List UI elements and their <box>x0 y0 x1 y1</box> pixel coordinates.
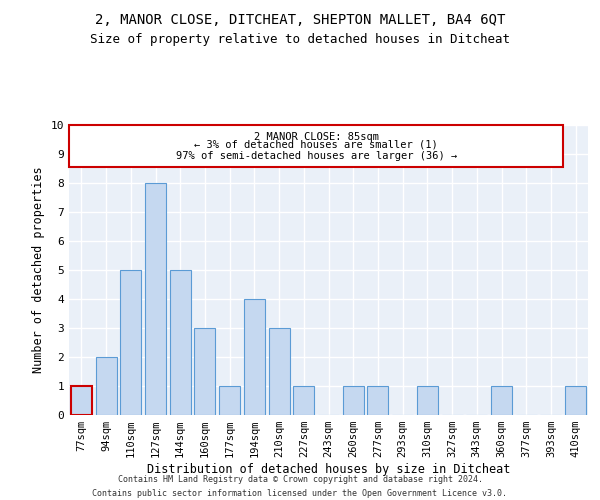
Bar <box>565 386 586 415</box>
Bar <box>244 299 265 415</box>
Text: Size of property relative to detached houses in Ditcheat: Size of property relative to detached ho… <box>90 32 510 46</box>
Bar <box>170 270 191 415</box>
Bar <box>71 386 92 415</box>
Bar <box>343 386 364 415</box>
Text: 97% of semi-detached houses are larger (36) →: 97% of semi-detached houses are larger (… <box>176 151 457 161</box>
Bar <box>120 270 141 415</box>
Bar <box>219 386 240 415</box>
Bar <box>95 357 116 415</box>
Bar <box>367 386 388 415</box>
FancyBboxPatch shape <box>69 125 563 167</box>
Bar <box>417 386 438 415</box>
Bar <box>145 183 166 415</box>
Y-axis label: Number of detached properties: Number of detached properties <box>32 166 45 374</box>
Text: 2, MANOR CLOSE, DITCHEAT, SHEPTON MALLET, BA4 6QT: 2, MANOR CLOSE, DITCHEAT, SHEPTON MALLET… <box>95 12 505 26</box>
Bar <box>491 386 512 415</box>
X-axis label: Distribution of detached houses by size in Ditcheat: Distribution of detached houses by size … <box>147 463 510 476</box>
Bar <box>269 328 290 415</box>
Text: Contains HM Land Registry data © Crown copyright and database right 2024.
Contai: Contains HM Land Registry data © Crown c… <box>92 476 508 498</box>
Bar <box>194 328 215 415</box>
Text: 2 MANOR CLOSE: 85sqm: 2 MANOR CLOSE: 85sqm <box>254 132 379 142</box>
Text: ← 3% of detached houses are smaller (1): ← 3% of detached houses are smaller (1) <box>194 140 438 149</box>
Bar <box>293 386 314 415</box>
